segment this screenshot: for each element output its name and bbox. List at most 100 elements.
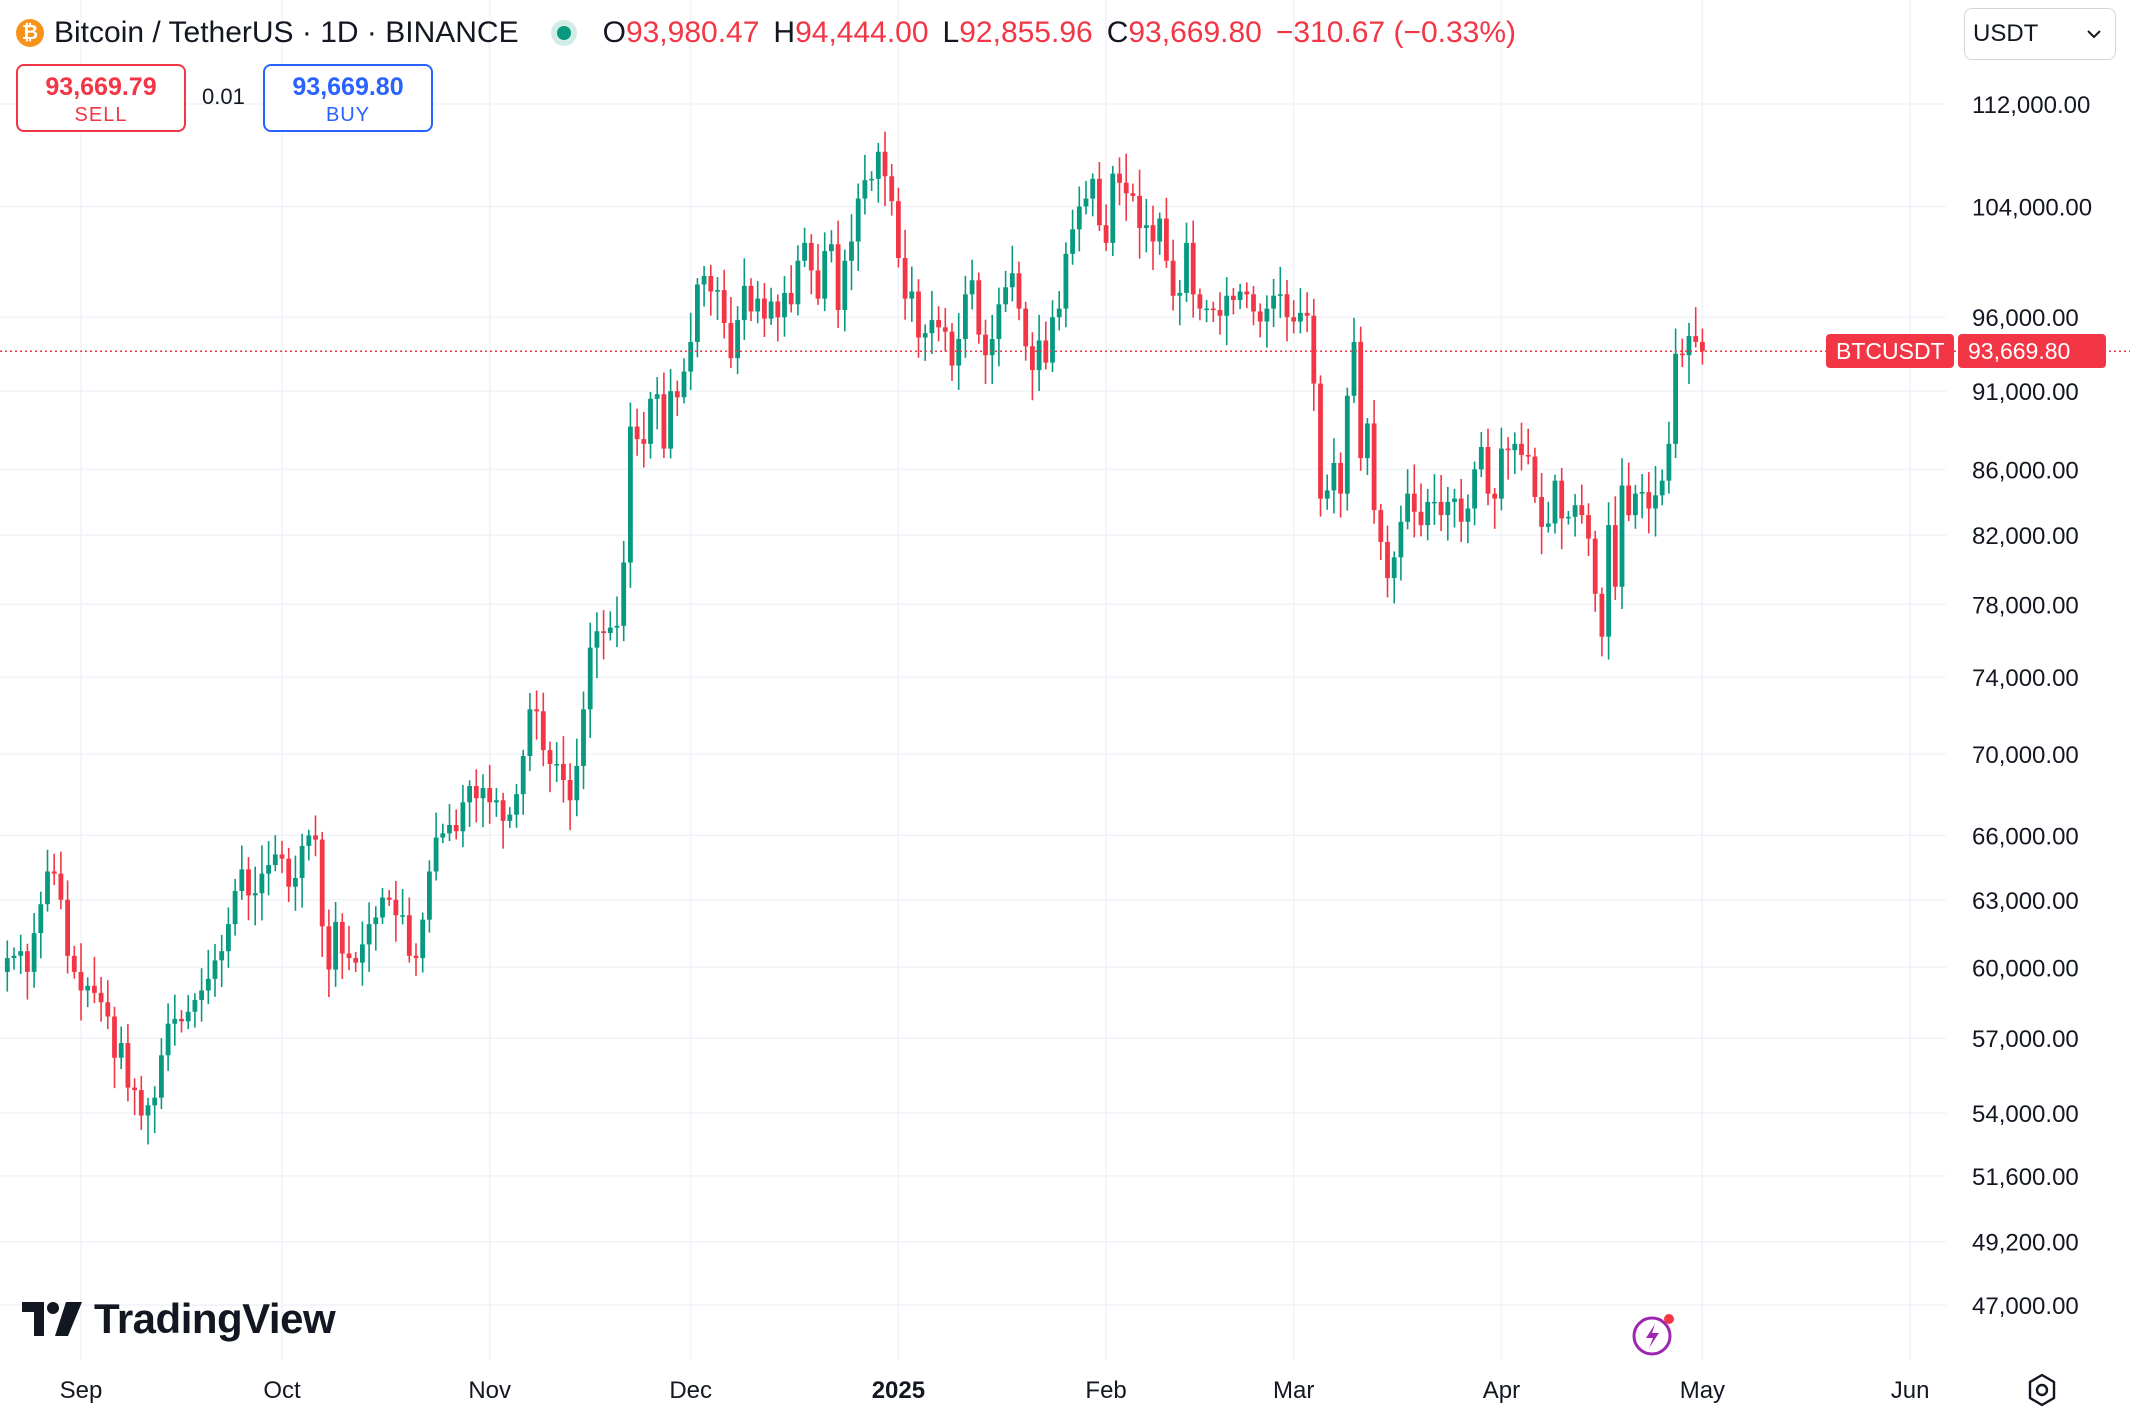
candle-body[interactable] bbox=[1478, 447, 1484, 470]
candle-body[interactable] bbox=[353, 958, 359, 963]
candle-body[interactable] bbox=[447, 824, 452, 834]
candle-body[interactable] bbox=[1391, 557, 1397, 579]
candle-body[interactable] bbox=[1076, 206, 1082, 230]
candle-body[interactable] bbox=[949, 331, 955, 366]
candle-body[interactable] bbox=[715, 290, 720, 292]
currency-select[interactable]: USDT bbox=[1964, 8, 2116, 60]
candle-body[interactable] bbox=[1445, 501, 1451, 516]
candle-body[interactable] bbox=[38, 904, 44, 934]
candle-body[interactable] bbox=[259, 873, 265, 894]
candle-body[interactable] bbox=[1197, 294, 1203, 309]
candle-body[interactable] bbox=[547, 750, 553, 764]
candle-body[interactable] bbox=[473, 786, 479, 799]
candle-body[interactable] bbox=[4, 958, 10, 972]
candle-body[interactable] bbox=[815, 270, 821, 299]
candle-body[interactable] bbox=[942, 327, 948, 332]
candle-body[interactable] bbox=[360, 944, 365, 963]
candle-body[interactable] bbox=[1123, 182, 1129, 194]
symbol-title[interactable]: Bitcoin / TetherUS · 1D · BINANCE bbox=[54, 16, 519, 49]
candle-body[interactable] bbox=[628, 426, 633, 563]
candle-body[interactable] bbox=[78, 971, 84, 991]
candle-body[interactable] bbox=[1331, 462, 1337, 491]
candle-body[interactable] bbox=[185, 1011, 191, 1022]
candle-body[interactable] bbox=[420, 919, 426, 959]
candle-body[interactable] bbox=[219, 951, 225, 961]
candle-body[interactable] bbox=[293, 877, 298, 887]
candle-body[interactable] bbox=[145, 1105, 151, 1116]
candle-body[interactable] bbox=[614, 625, 620, 628]
candle-body[interactable] bbox=[1224, 295, 1230, 316]
candle-body[interactable] bbox=[1458, 498, 1464, 522]
flash-alert-icon[interactable] bbox=[1630, 1310, 1678, 1358]
candle-body[interactable] bbox=[1492, 493, 1498, 499]
candle-body[interactable] bbox=[641, 439, 647, 444]
candle-body[interactable] bbox=[279, 854, 285, 859]
candle-body[interactable] bbox=[1545, 523, 1551, 527]
candle-body[interactable] bbox=[25, 951, 30, 972]
candle-body[interactable] bbox=[976, 280, 982, 335]
candle-body[interactable] bbox=[1016, 273, 1022, 309]
candle-body[interactable] bbox=[875, 151, 881, 179]
candle-body[interactable] bbox=[1371, 423, 1377, 511]
candle-body[interactable] bbox=[527, 709, 533, 757]
candle-body[interactable] bbox=[58, 873, 64, 900]
candle-body[interactable] bbox=[172, 1018, 178, 1024]
candle-body[interactable] bbox=[1472, 469, 1477, 509]
candle-body[interactable] bbox=[1304, 312, 1310, 316]
candle-body[interactable] bbox=[808, 242, 814, 271]
candle-body[interactable] bbox=[1653, 495, 1658, 509]
candle-body[interactable] bbox=[339, 921, 345, 954]
candle-body[interactable] bbox=[567, 779, 573, 801]
candle-body[interactable] bbox=[842, 260, 848, 311]
candle-body[interactable] bbox=[460, 802, 466, 832]
candle-body[interactable] bbox=[132, 1087, 137, 1091]
candle-body[interactable] bbox=[427, 871, 432, 920]
candle-body[interactable] bbox=[902, 257, 908, 299]
candle-body[interactable] bbox=[400, 915, 405, 917]
candle-body[interactable] bbox=[199, 990, 204, 1000]
candle-body[interactable] bbox=[1619, 485, 1625, 587]
candle-body[interactable] bbox=[165, 1023, 171, 1056]
candle-body[interactable] bbox=[1083, 198, 1089, 207]
candle-body[interactable] bbox=[916, 291, 921, 338]
candle-body[interactable] bbox=[561, 763, 566, 780]
candle-body[interactable] bbox=[246, 869, 251, 896]
candle-body[interactable] bbox=[1452, 498, 1457, 502]
candle-body[interactable] bbox=[762, 298, 767, 319]
candle-body[interactable] bbox=[681, 371, 687, 398]
candle-body[interactable] bbox=[695, 284, 700, 342]
candle-body[interactable] bbox=[266, 865, 271, 874]
candle-body[interactable] bbox=[668, 391, 673, 449]
order-quantity[interactable]: 0.01 bbox=[202, 84, 245, 109]
candle-body[interactable] bbox=[721, 290, 727, 323]
candle-body[interactable] bbox=[1009, 273, 1015, 288]
candle-body[interactable] bbox=[1231, 295, 1236, 301]
candle-body[interactable] bbox=[862, 180, 868, 199]
candle-body[interactable] bbox=[1003, 287, 1008, 305]
candle-body[interactable] bbox=[373, 917, 379, 925]
candle-body[interactable] bbox=[1291, 317, 1297, 322]
candle-body[interactable] bbox=[1505, 448, 1511, 451]
candle-body[interactable] bbox=[1070, 229, 1075, 254]
candle-body[interactable] bbox=[1398, 521, 1404, 558]
candle-body[interactable] bbox=[98, 992, 104, 1003]
candle-body[interactable] bbox=[1190, 242, 1196, 295]
candle-body[interactable] bbox=[1277, 294, 1283, 296]
candle-body[interactable] bbox=[152, 1097, 158, 1106]
candle-body[interactable] bbox=[849, 241, 854, 261]
candle-body[interactable] bbox=[1666, 443, 1672, 481]
candle-body[interactable] bbox=[1184, 242, 1189, 293]
candle-body[interactable] bbox=[688, 341, 694, 372]
candle-body[interactable] bbox=[1311, 315, 1317, 384]
candle-body[interactable] bbox=[366, 924, 372, 945]
candle-body[interactable] bbox=[802, 242, 807, 261]
candle-body[interactable] bbox=[1137, 195, 1142, 228]
candle-body[interactable] bbox=[1257, 311, 1263, 322]
candle-body[interactable] bbox=[540, 711, 546, 751]
candle-body[interactable] bbox=[18, 951, 24, 956]
candle-body[interactable] bbox=[92, 985, 97, 993]
candle-body[interactable] bbox=[574, 765, 580, 801]
candle-body[interactable] bbox=[1612, 525, 1618, 587]
candle-body[interactable] bbox=[855, 198, 861, 242]
